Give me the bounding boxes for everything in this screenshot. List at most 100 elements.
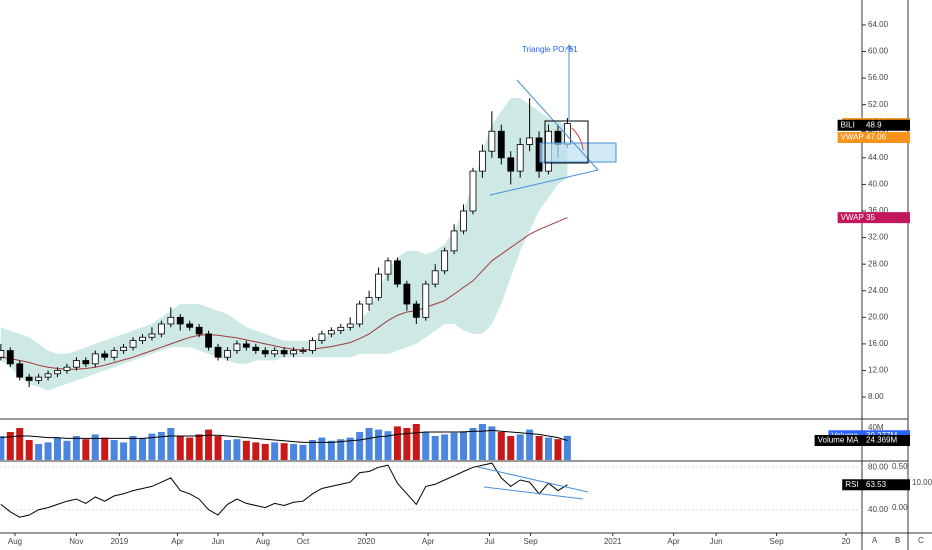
volume-tick-label: 40M bbox=[868, 423, 884, 432]
candle-body bbox=[460, 210, 467, 232]
candle-body bbox=[252, 346, 260, 351]
volume-bar bbox=[365, 428, 373, 460]
volume-bar bbox=[497, 432, 505, 460]
tag-name: VWAP bbox=[841, 213, 864, 222]
x-tick-label: Jun bbox=[212, 537, 225, 546]
toolbar-button[interactable]: A bbox=[872, 536, 878, 545]
tag-name: VWAP bbox=[841, 133, 864, 142]
tag-value: 63.53 bbox=[866, 480, 887, 489]
y-tick-label: 36.00 bbox=[868, 206, 889, 215]
candle-body bbox=[309, 340, 316, 351]
annotation: Triangle PO: 61 bbox=[522, 45, 578, 54]
volume-bar bbox=[384, 431, 392, 460]
tag-box bbox=[837, 119, 910, 131]
candle-body bbox=[139, 336, 146, 341]
candle-body bbox=[450, 230, 458, 252]
candle-body bbox=[290, 350, 297, 355]
candle-body bbox=[157, 323, 165, 335]
toolbar-button[interactable]: B bbox=[895, 536, 900, 545]
y-tick-label: 60.00 bbox=[868, 47, 889, 56]
y-tick-label: 24.00 bbox=[868, 286, 889, 295]
tag-name: BILI bbox=[841, 120, 855, 129]
trend-line bbox=[489, 169, 599, 196]
y-tick-label: 44.00 bbox=[868, 153, 889, 162]
candle-body bbox=[280, 350, 288, 355]
candle-body bbox=[327, 330, 335, 335]
candle-body bbox=[242, 343, 250, 348]
volume-bar bbox=[138, 438, 146, 460]
candle-body bbox=[356, 303, 364, 325]
candle-body bbox=[384, 260, 392, 275]
candle-body bbox=[16, 363, 24, 378]
price-tag: VWAP 35 bbox=[837, 212, 910, 224]
price-tag: VWAP 47.06 bbox=[837, 131, 910, 143]
volume-bar bbox=[261, 444, 269, 460]
x-tick-label: Jun bbox=[710, 537, 723, 546]
x-tick-label: Apr bbox=[171, 537, 184, 546]
volume-bar bbox=[72, 436, 80, 460]
candle-body bbox=[63, 366, 71, 371]
y-tick-label: 12.00 bbox=[868, 366, 889, 375]
volume-bar bbox=[469, 428, 477, 460]
tag-value: 35 bbox=[866, 213, 875, 222]
candle-body bbox=[233, 343, 241, 351]
candle-body bbox=[337, 326, 345, 332]
volume-bar bbox=[110, 440, 118, 460]
volume-bar bbox=[176, 436, 184, 460]
x-tick-label: Apr bbox=[667, 537, 680, 546]
volume-bar bbox=[535, 436, 543, 460]
volume-bar bbox=[233, 439, 241, 460]
x-tick-label: 2020 bbox=[357, 537, 375, 546]
volume-bar bbox=[375, 429, 383, 460]
candle-body bbox=[148, 333, 156, 338]
volume-bar bbox=[403, 428, 411, 460]
candle-body bbox=[497, 130, 505, 159]
trend-line bbox=[483, 486, 584, 500]
volume-bar bbox=[16, 428, 24, 460]
candle-body bbox=[35, 376, 43, 381]
candle-body bbox=[72, 360, 80, 368]
candle-body bbox=[6, 350, 14, 365]
volume-bar bbox=[25, 440, 33, 460]
tag-value: 47.06 bbox=[866, 133, 887, 142]
y-tick-label: 16.00 bbox=[868, 339, 889, 348]
tag-value: 24.369M bbox=[866, 436, 897, 445]
x-tick-label: 20 bbox=[841, 537, 850, 546]
rsi-tick-label: 40.00 bbox=[868, 505, 889, 514]
candle-body bbox=[195, 326, 203, 335]
side-axis-label: 0.50 bbox=[892, 462, 908, 471]
candle-body bbox=[507, 157, 515, 172]
volume-bar bbox=[318, 437, 326, 460]
volume-bar bbox=[393, 426, 401, 460]
toolbar-button[interactable]: C bbox=[918, 536, 924, 545]
volume-bar bbox=[308, 440, 316, 460]
candle-body bbox=[54, 370, 61, 375]
volume-bar bbox=[205, 429, 213, 460]
x-tick-label: Apr bbox=[422, 537, 435, 546]
candle-body bbox=[365, 296, 373, 305]
tag-value: 48.9 bbox=[866, 120, 882, 129]
candle-body bbox=[101, 353, 109, 358]
price-tag: Volume MA 24.369M bbox=[814, 435, 910, 447]
x-tick-label: Aug bbox=[8, 537, 22, 546]
candle-body bbox=[441, 250, 449, 272]
range-box bbox=[544, 120, 589, 164]
candle-body bbox=[0, 350, 5, 358]
candle-body bbox=[120, 346, 128, 351]
x-tick-label: 2019 bbox=[110, 537, 128, 546]
volume-bar bbox=[129, 436, 137, 460]
y-tick-label: 56.00 bbox=[868, 73, 889, 82]
volume-bar bbox=[488, 426, 496, 460]
volume-bar bbox=[82, 439, 90, 460]
x-tick-label: Nov bbox=[69, 537, 83, 546]
volume-bar bbox=[337, 439, 345, 460]
volume-bar bbox=[0, 436, 5, 460]
volume-bar bbox=[195, 434, 203, 460]
candle-body bbox=[346, 323, 354, 328]
tag-box bbox=[814, 435, 910, 447]
volume-bar bbox=[422, 432, 430, 460]
volume-bar bbox=[290, 444, 298, 460]
price-tag: BILI 48.9 bbox=[837, 119, 910, 131]
candle-body bbox=[186, 323, 194, 328]
